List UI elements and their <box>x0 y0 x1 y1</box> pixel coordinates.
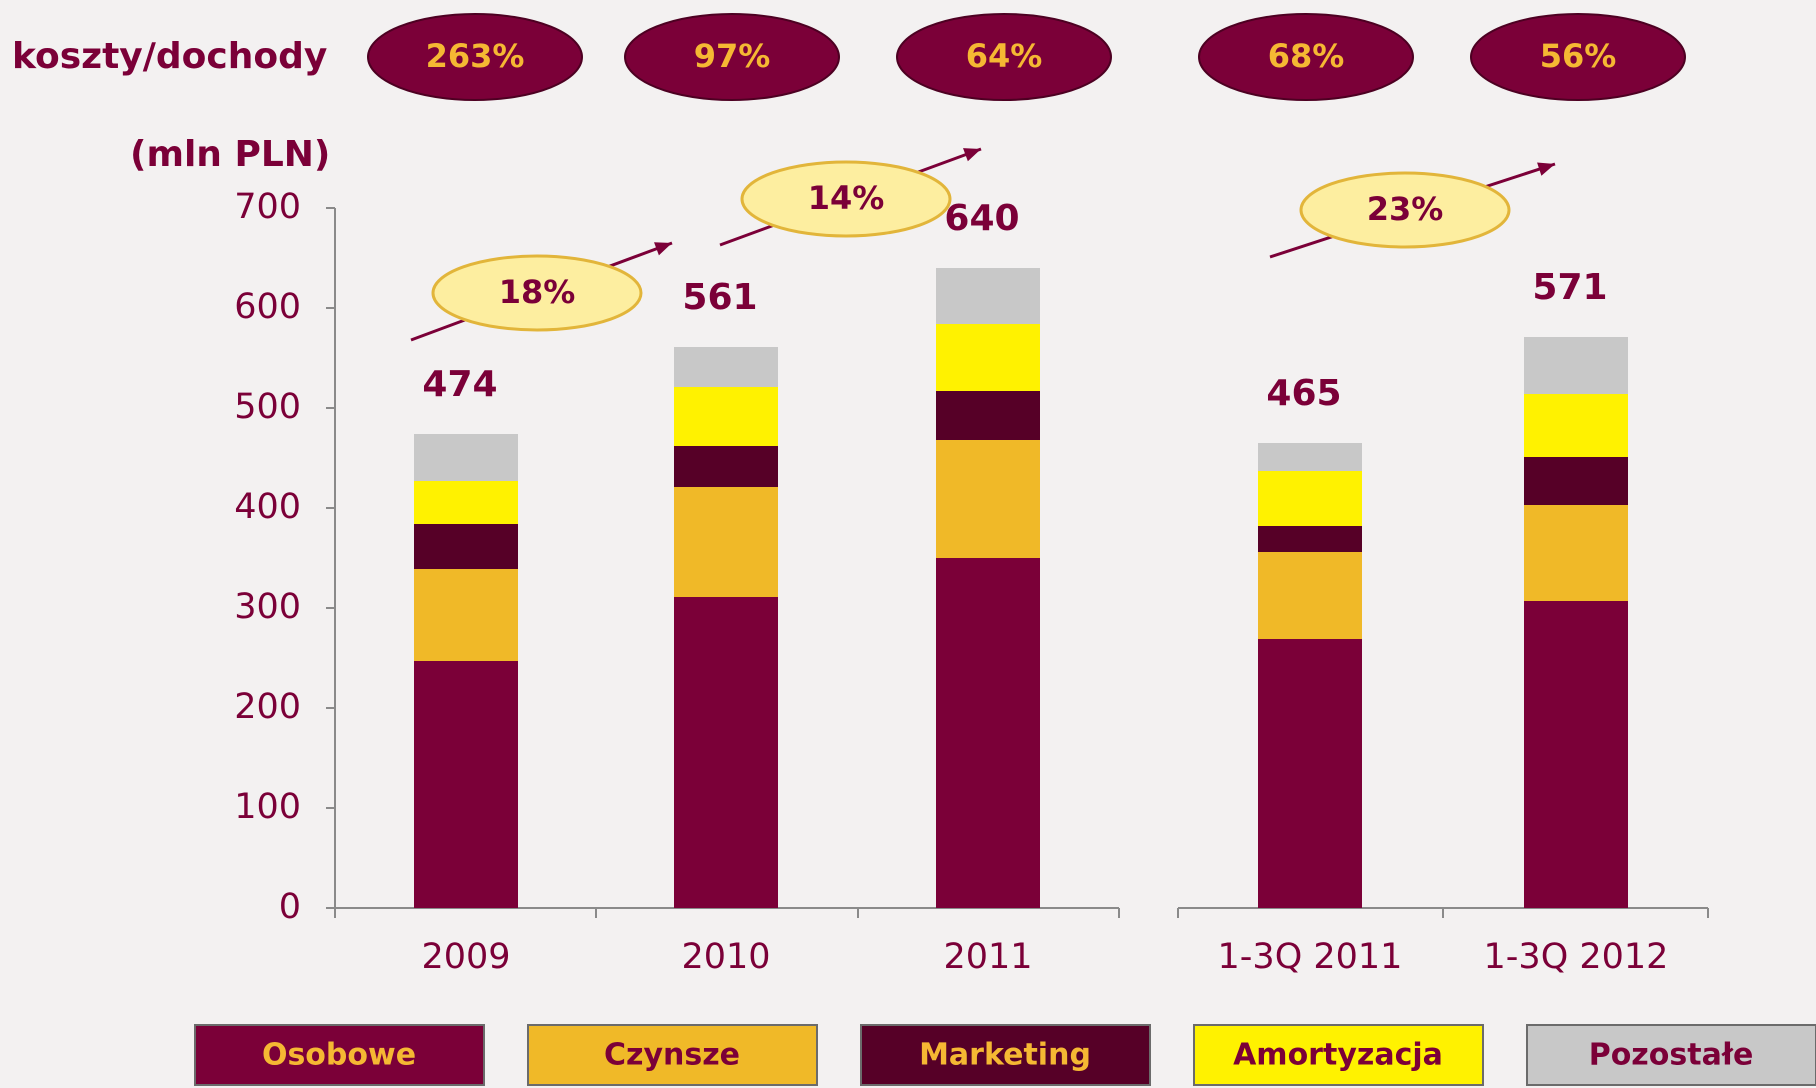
x-tick-label: 1-3Q 2011 <box>1218 937 1403 977</box>
bar-segment <box>1524 337 1628 394</box>
y-tick-label: 500 <box>234 387 301 427</box>
bar-segment <box>1524 394 1628 457</box>
bar-segment <box>674 597 778 908</box>
bar-segment <box>414 481 518 524</box>
arrow-head <box>1537 162 1555 176</box>
total-label: 561 <box>682 277 757 318</box>
bar-segment <box>1258 526 1362 552</box>
ratio-badge <box>367 13 583 101</box>
x-tick-label: 2009 <box>421 937 510 977</box>
bar-segment <box>414 569 518 661</box>
bar-segment <box>936 324 1040 391</box>
ratio-badge <box>624 13 840 101</box>
growth-badge <box>740 160 952 238</box>
total-label: 571 <box>1532 267 1607 308</box>
ratio-label: 68% <box>1268 37 1345 75</box>
y-tick-label: 400 <box>234 487 301 527</box>
bar-segment <box>414 661 518 908</box>
arrow-head <box>963 148 981 162</box>
total-label: 474 <box>422 364 497 405</box>
total-label: 465 <box>1266 373 1341 414</box>
ratio-badge <box>1470 13 1686 101</box>
ratio-label: 263% <box>426 37 525 75</box>
arrow-head <box>654 242 672 256</box>
ratio-label: 97% <box>694 37 771 75</box>
x-tick-label: 2011 <box>943 937 1032 977</box>
legend-swatch <box>194 1024 485 1086</box>
growth-badge <box>1299 171 1511 249</box>
bar-segment <box>1258 443 1362 471</box>
y-tick-label: 100 <box>234 787 301 827</box>
ratio-badge <box>896 13 1112 101</box>
x-tick-label: 2010 <box>681 937 770 977</box>
bar-segment <box>674 446 778 487</box>
total-label: 640 <box>944 198 1019 239</box>
growth-label: 14% <box>808 179 885 217</box>
bar-segment <box>1258 552 1362 639</box>
bar-segment <box>1258 639 1362 908</box>
bar-segment <box>674 347 778 387</box>
ratio-label: 64% <box>966 37 1043 75</box>
growth-badge <box>431 254 643 332</box>
bar-segment <box>674 487 778 597</box>
bar-segment <box>414 524 518 569</box>
legend-swatch <box>527 1024 818 1086</box>
y-tick-label: 300 <box>234 587 301 627</box>
bar-segment <box>936 391 1040 440</box>
ratio-badge <box>1198 13 1414 101</box>
y-tick-label: 600 <box>234 287 301 327</box>
ratio-label: 56% <box>1540 37 1617 75</box>
y-tick-label: 200 <box>234 687 301 727</box>
y-tick-label: 700 <box>234 187 301 227</box>
legend-swatch <box>1526 1024 1816 1086</box>
bar-segment <box>1524 505 1628 601</box>
bar-segment <box>674 387 778 446</box>
bar-segment <box>414 434 518 481</box>
legend-label: Osobowe <box>262 1038 416 1073</box>
bar-segment <box>1524 601 1628 908</box>
legend-label: Marketing <box>919 1038 1091 1073</box>
growth-label: 18% <box>499 273 576 311</box>
ratio-title: koszty/dochody <box>12 36 327 77</box>
y-tick-label: 0 <box>279 887 301 927</box>
legend-swatch <box>1193 1024 1484 1086</box>
legend-label: Amortyzacja <box>1233 1038 1443 1073</box>
bar-segment <box>936 440 1040 558</box>
bar-segment <box>936 268 1040 324</box>
legend-label: Pozostałe <box>1589 1038 1754 1073</box>
growth-label: 23% <box>1367 190 1444 228</box>
unit-label: (mln PLN) <box>130 134 330 175</box>
bar-segment <box>936 558 1040 908</box>
legend-label: Czynsze <box>604 1038 740 1073</box>
bar-segment <box>1524 457 1628 505</box>
legend-swatch <box>860 1024 1151 1086</box>
bar-segment <box>1258 471 1362 526</box>
x-tick-label: 1-3Q 2012 <box>1484 937 1669 977</box>
